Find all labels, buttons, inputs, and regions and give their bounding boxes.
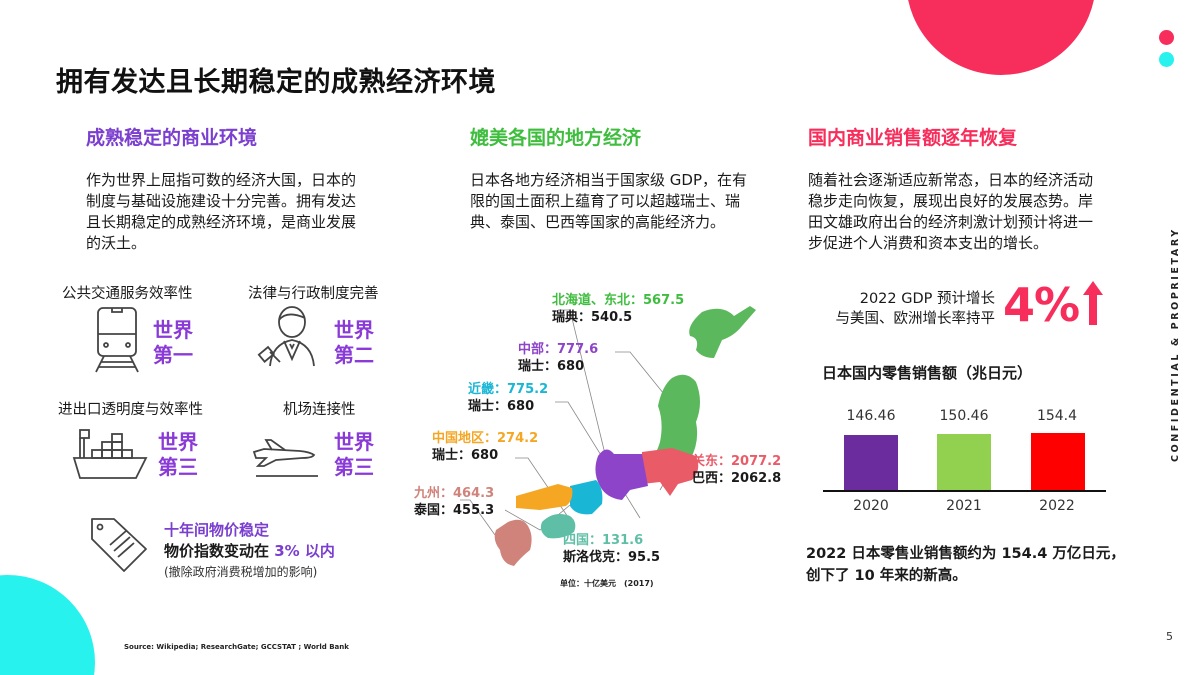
price-index-highlight: 3% 以内 [274,542,335,560]
price-index-line: 物价指数变动在 3% 以内 [164,542,335,560]
business-environment-paragraph: 作为世界上屈指可数的经济大国，日本的制度与基础设施建设十分完善。拥有发达且长期稳… [86,171,357,252]
confidential-label: CONFIDENTIAL & PROPRIETARY [1170,227,1181,462]
japan-regions-map [460,306,756,566]
bar-2020 [844,435,898,490]
retail-chart-title: 日本国内零售销售额（兆日元） [822,364,1033,382]
gdp-growth-value: 4% [1003,278,1080,332]
retail-sales-bar-chart: 146.46 150.46 154.4 2020 2021 2022 [820,400,1110,525]
map-label-chugoku: 中国地区：274.2 瑞士：680 [432,431,539,463]
year-label-2021: 2021 [946,498,982,514]
year-label-2022: 2022 [1039,498,1075,514]
rank-airport: 世界 第三 [334,430,374,479]
decorative-cyan-circle [0,575,95,675]
retail-recovery-paragraph: 随着社会逐渐适应新常态，日本的经济活动稳步走向恢复，展现出良好的发展态势。岸田文… [808,171,1094,252]
cargo-ship-icon [72,428,150,484]
decorative-cyan-dot [1159,52,1174,67]
page-title: 拥有发达且长期稳定的成熟经济环境 [56,67,496,98]
bar-value-2021: 150.46 [939,408,989,424]
map-label-kinki: 近畿：775.2 瑞士：680 [468,382,549,414]
bar-value-2022: 154.4 [1036,408,1078,424]
map-unit-note: 单位：十亿美元 (2017) [560,579,654,588]
bar-2022 [1031,433,1085,490]
bar-2021 [937,434,991,490]
chart-axis-line [823,490,1106,492]
map-label-kanto: 关东：2077.2 巴西：2062.8 [692,454,782,486]
bar-value-2020: 146.46 [846,408,896,424]
source-citation: Source: Wikipedia; ResearchGate; GCCSTAT… [124,643,349,651]
page-number: 5 [1166,630,1173,643]
price-note: (撤除政府消费税增加的影响) [164,565,318,579]
airplane-icon [250,432,322,484]
feature-label-legal: 法律与行政制度完善 [248,286,379,302]
regional-economy-title: 媲美各国的地方经济 [470,127,642,149]
business-environment-title: 成熟稳定的商业环境 [86,127,258,149]
map-label-hokkaido-tohoku: 北海道、东北：567.5 瑞典：540.5 [552,293,685,325]
retail-summary: 2022 日本零售业销售额约为 154.4 万亿日元， 创下了 10 年来的新高… [806,546,1125,584]
train-icon [92,306,142,378]
decorative-red-dot [1159,30,1174,45]
map-label-kyushu: 九州：464.3 泰国：455.3 [414,486,495,518]
map-label-chubu: 中部：777.6 瑞士：680 [518,342,599,374]
rank-trade: 世界 第三 [158,430,198,479]
feature-label-transport: 公共交通服务效率性 [62,286,193,302]
up-arrow-icon [1083,281,1103,329]
feature-label-airport: 机场连接性 [283,402,356,418]
map-label-shikoku: 四国：131.6 斯洛伐克：95.5 [563,533,661,565]
price-stability-title: 十年间物价稳定 [164,521,270,539]
retail-recovery-title: 国内商业销售额逐年恢复 [808,127,1018,149]
feature-label-trade: 进出口透明度与效率性 [58,402,203,418]
year-label-2020: 2020 [853,498,889,514]
rank-transport: 世界 第一 [153,318,193,367]
judge-gavel-icon [254,304,320,374]
gdp-growth-text: 2022 GDP 预计增长 与美国、欧洲增长率持平 [835,291,996,327]
price-tag-icon [88,515,150,577]
regional-economy-paragraph: 日本各地方经济相当于国家级 GDP，在有限的国土面积上蕴育了可以超越瑞士、瑞典、… [470,171,747,231]
decorative-red-circle [906,0,1096,75]
rank-legal: 世界 第二 [334,318,374,367]
